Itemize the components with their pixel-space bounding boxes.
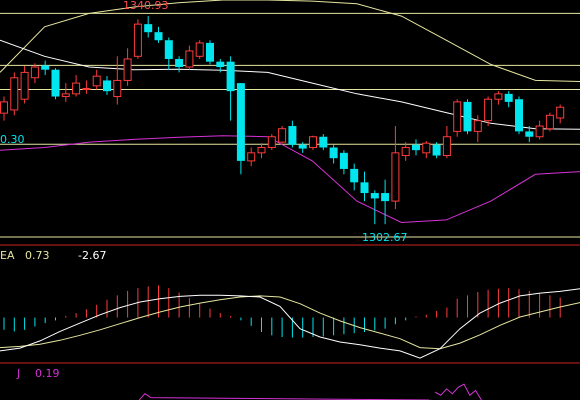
upper-band-line	[0, 0, 580, 82]
candle-body-down	[370, 193, 379, 199]
candle-body-down	[103, 80, 111, 92]
candle-body-down	[381, 193, 390, 202]
candle-body-up	[484, 98, 493, 122]
candle-body-down	[41, 65, 50, 70]
candle-body-down	[329, 147, 338, 159]
candle-body-down	[412, 144, 420, 151]
macd-lines	[0, 288, 580, 359]
candle-body-up	[10, 77, 19, 111]
candle-body-down	[360, 182, 369, 194]
candle-body-down	[144, 24, 153, 33]
candle-body-down	[432, 144, 441, 156]
j-line	[434, 383, 482, 400]
lower-band-line	[0, 135, 580, 224]
kdj-lines	[138, 383, 482, 400]
candlestick-series	[0, 16, 565, 225]
j-line	[138, 393, 430, 400]
candle-body-down	[51, 69, 60, 97]
candle-body-up	[30, 66, 39, 79]
candle-body-down	[154, 32, 163, 41]
left-value-label: 0.30	[0, 133, 25, 146]
candle-body-down	[175, 58, 184, 68]
candle-body-up	[278, 128, 287, 143]
candle-body-up	[494, 93, 503, 100]
candle-body-down	[525, 131, 534, 137]
candle-body-down	[463, 101, 472, 132]
candle-body-up	[133, 23, 142, 57]
macd-panel: EA 0.73 -2.67	[0, 249, 580, 359]
candle-body-up	[453, 101, 462, 132]
macd-histogram	[3, 285, 561, 338]
candle-body-down	[216, 61, 225, 68]
candle-body-up	[61, 93, 70, 98]
candle-body-up	[556, 106, 565, 119]
j-value: 0.19	[35, 367, 60, 380]
candle-body-up	[92, 75, 101, 87]
candle-body-up	[20, 71, 29, 100]
candle-body-up	[535, 125, 544, 138]
candle-body-up	[473, 120, 482, 132]
j-label: J	[16, 367, 20, 380]
dif-value: -2.67	[78, 249, 106, 262]
high-price-label: 1340.93	[123, 0, 169, 12]
candle-body-up	[72, 82, 81, 95]
low-price-label: 1302.67	[362, 231, 408, 244]
dif-line	[0, 288, 580, 359]
candle-body-up	[0, 101, 8, 114]
dea-line	[0, 295, 580, 350]
candle-body-down	[288, 126, 297, 145]
candle-body-up	[391, 152, 400, 202]
candle-body-down	[350, 168, 359, 183]
candle-body-down	[226, 61, 235, 92]
candle-body-up	[422, 142, 431, 154]
candle-body-up	[545, 114, 554, 130]
candle-body-up	[401, 146, 410, 157]
candle-body-up	[82, 87, 91, 90]
candle-body-down	[164, 40, 173, 59]
candle-body-up	[309, 136, 317, 148]
moving-average-bands	[0, 0, 580, 224]
candle-body-up	[123, 58, 132, 81]
candle-body-down	[298, 144, 307, 149]
candle-body-up	[185, 50, 194, 68]
candle-body-down	[339, 152, 348, 169]
candle-body-up	[247, 152, 256, 162]
candle-body-up	[442, 136, 451, 157]
candle-body-up	[257, 146, 266, 154]
candle-body-up	[267, 136, 276, 148]
middle-band-line	[0, 39, 580, 130]
candle-body-up	[113, 79, 122, 98]
candle-body-down	[206, 42, 214, 62]
candle-body-down	[319, 136, 328, 148]
candle-body-down	[504, 93, 513, 102]
price-panel: 1340.93 1302.67 0.30	[0, 0, 580, 244]
dea-label: EA	[0, 249, 15, 262]
kdj-panel: J 0.19	[16, 367, 482, 400]
candle-body-down	[515, 99, 523, 132]
candle-body-up	[195, 42, 204, 57]
candle-body-down	[236, 83, 245, 161]
dea-value: 0.73	[25, 249, 50, 262]
